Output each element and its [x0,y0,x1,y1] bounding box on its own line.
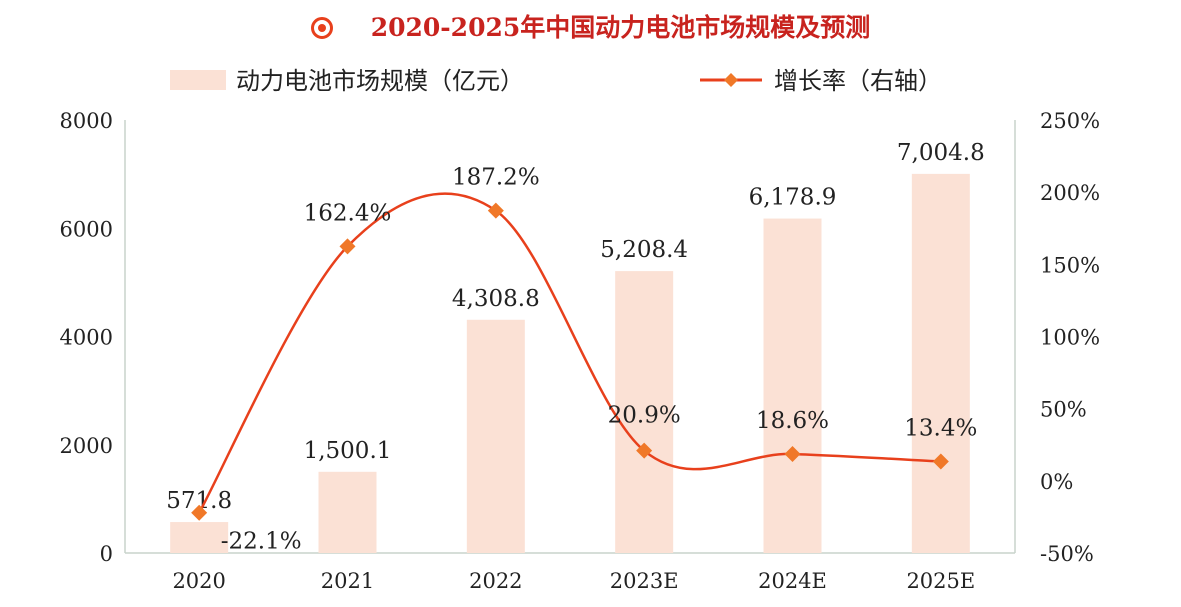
x-tick-label: 2020 [172,569,225,593]
bullet-target-icon [310,17,333,39]
legend-bar-label: 动力电池市场规模（亿元） [236,67,524,95]
growth-line [198,192,941,514]
bar [615,271,674,553]
line-marker [784,445,801,462]
line-value-label: 162.4% [304,200,392,226]
legend-line-marker [724,73,738,87]
line-marker [636,442,653,459]
bar-value-label: 6,178.9 [749,185,837,211]
bar-value-label: 1,500.1 [304,438,392,464]
x-tick-label: 2021 [321,569,374,593]
bar [318,471,377,553]
right-tick-label: 50% [1040,398,1087,422]
left-tick-label: 8000 [60,109,113,133]
right-tick-label: 200% [1040,181,1100,205]
right-tick-label: 250% [1040,109,1100,133]
line-value-label: 13.4% [904,415,977,441]
left-tick-label: 2000 [60,434,113,458]
right-tick-label: -50% [1040,542,1094,566]
line-marker [487,202,504,219]
line-marker [191,504,208,521]
line-value-label: 18.6% [756,408,829,434]
right-tick-label: 150% [1040,253,1100,277]
right-tick-label: 0% [1040,470,1073,494]
bar-value-label: 4,308.8 [452,286,540,312]
bar-value-label: 7,004.8 [897,140,985,166]
x-tick-label: 2025E [906,569,975,593]
x-tick-label: 2022 [469,569,522,593]
bar [763,218,822,554]
line-marker [932,453,949,470]
legend-bar-swatch [170,70,226,90]
chart-title: 2020-2025年中国动力电池市场规模及预测 [0,8,1181,44]
bar [170,522,229,553]
x-tick-label: 2024E [758,569,827,593]
x-tick-label: 2023E [610,569,679,593]
right-tick-label: 100% [1040,326,1100,350]
left-tick-label: 0 [100,542,113,566]
left-tick-label: 6000 [60,217,113,241]
line-value-label: -22.1% [221,529,302,555]
left-tick-label: 4000 [60,326,113,350]
bar-value-label: 5,208.4 [600,237,688,263]
line-value-label: 187.2% [452,165,540,191]
chart-title-text: 2020-2025年中国动力电池市场规模及预测 [370,13,871,42]
bar [466,319,525,553]
bar [911,173,970,553]
line-marker [339,238,356,255]
line-value-label: 20.9% [608,403,681,429]
legend-line-label: 增长率（右轴） [774,67,942,95]
